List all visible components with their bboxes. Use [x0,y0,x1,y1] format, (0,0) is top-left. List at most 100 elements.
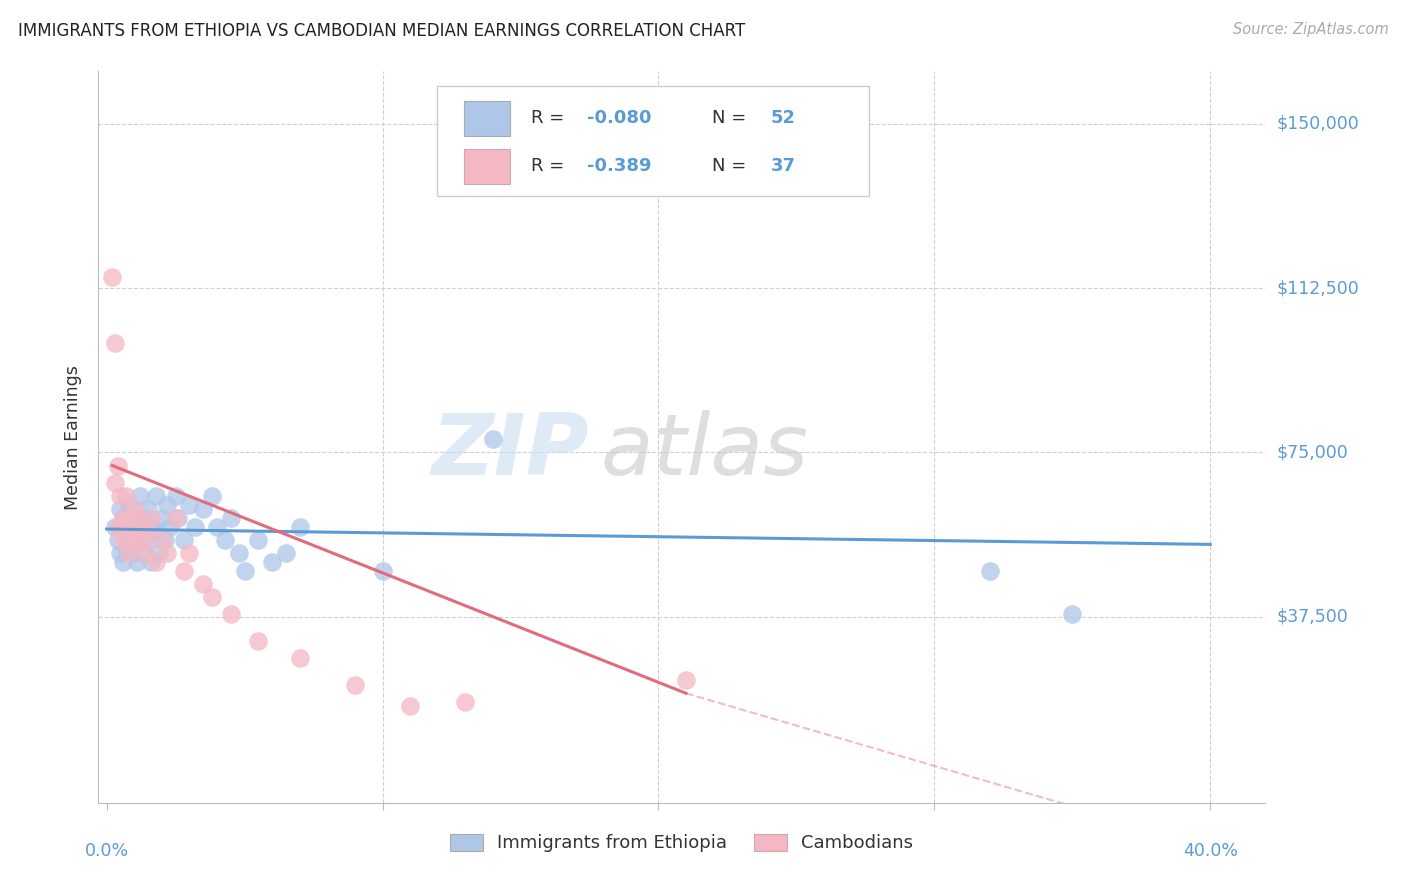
Point [247,533,270,547]
Text: $150,000: $150,000 [1277,115,1360,133]
Text: 37: 37 [770,158,796,176]
Point [134,546,156,560]
Point [110,489,132,503]
Point [131,511,153,525]
Point [454,695,477,709]
Point [136,502,159,516]
Point [214,533,236,547]
Point [979,564,1001,578]
Legend: Immigrants from Ethiopia, Cambodians: Immigrants from Ethiopia, Cambodians [443,826,921,860]
Point [112,555,135,569]
Point [200,489,222,503]
Point [288,651,311,665]
Point [205,520,228,534]
Point [110,520,132,534]
Point [399,699,422,714]
Point [219,607,242,622]
Point [110,502,132,516]
Point [128,489,150,503]
Point [233,564,256,578]
FancyBboxPatch shape [437,86,869,195]
Point [112,533,135,547]
Point [193,502,215,516]
Point [115,533,138,547]
Point [115,541,138,556]
Point [115,524,138,539]
Point [156,546,179,560]
Point [288,520,311,534]
Text: Source: ZipAtlas.com: Source: ZipAtlas.com [1233,22,1389,37]
Point [110,546,132,560]
Point [124,533,146,547]
Point [121,520,143,534]
Point [219,511,242,525]
Text: $75,000: $75,000 [1277,443,1348,461]
Point [228,546,250,560]
FancyBboxPatch shape [464,149,510,184]
Point [118,511,141,525]
Point [104,520,127,534]
Point [145,489,167,503]
Point [118,533,141,547]
Point [124,511,146,525]
Point [124,502,146,516]
Text: R =: R = [531,158,571,176]
Point [125,555,148,569]
Point [159,520,181,534]
Point [104,476,127,491]
Point [165,511,187,525]
Point [107,520,129,534]
Point [121,546,143,560]
Point [184,520,207,534]
Text: -0.389: -0.389 [588,158,652,176]
Text: $112,500: $112,500 [1277,279,1360,297]
Point [136,524,159,539]
Point [371,564,394,578]
Point [136,533,159,547]
Point [1062,607,1084,622]
Point [139,555,162,569]
Text: R =: R = [531,110,571,128]
Point [101,270,124,285]
Text: IMMIGRANTS FROM ETHIOPIA VS CAMBODIAN MEDIAN EARNINGS CORRELATION CHART: IMMIGRANTS FROM ETHIOPIA VS CAMBODIAN ME… [18,22,745,40]
Point [200,590,222,604]
Point [145,524,167,539]
Point [134,520,156,534]
Text: $37,500: $37,500 [1277,607,1348,625]
Point [118,498,141,512]
Point [343,677,366,691]
Point [153,533,176,547]
Point [107,458,129,473]
Point [150,533,173,547]
Point [482,432,505,446]
Point [112,511,135,525]
Point [274,546,297,560]
Point [125,511,148,525]
Point [148,546,170,560]
Point [128,520,150,534]
Point [131,546,153,560]
FancyBboxPatch shape [464,101,510,136]
Point [104,335,127,350]
Point [118,546,141,560]
Point [173,564,195,578]
Point [112,511,135,525]
Point [247,633,270,648]
Text: N =: N = [713,158,752,176]
Point [262,555,284,569]
Y-axis label: Median Earnings: Median Earnings [65,365,83,509]
Point [179,498,201,512]
Point [179,546,201,560]
Point [193,576,215,591]
Text: atlas: atlas [600,410,808,493]
Point [675,673,697,688]
Point [128,533,150,547]
Point [125,520,148,534]
Text: 40.0%: 40.0% [1182,842,1237,860]
Point [139,511,162,525]
Point [165,489,187,503]
Point [156,498,179,512]
Point [145,555,167,569]
Point [115,489,138,503]
Point [107,533,129,547]
